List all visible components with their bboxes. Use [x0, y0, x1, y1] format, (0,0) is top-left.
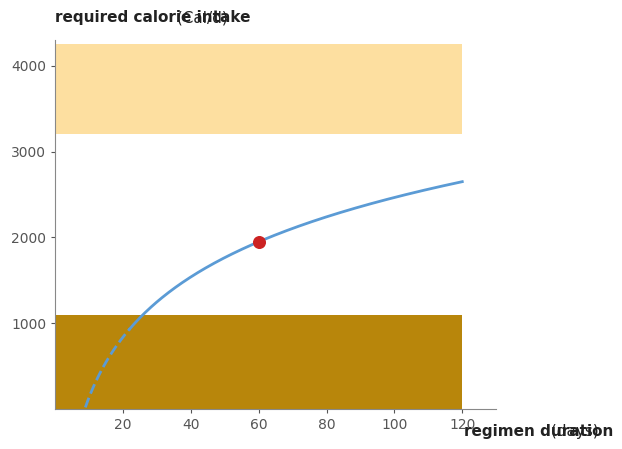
Text: regimen duration: regimen duration: [465, 424, 614, 439]
Point: [254, 238, 264, 245]
Text: required calorie intake: required calorie intake: [55, 10, 251, 25]
Bar: [55, 315, 462, 409]
Bar: [55, 44, 462, 134]
Text: (days): (days): [545, 424, 598, 439]
Text: (Cal/d): (Cal/d): [172, 10, 228, 25]
